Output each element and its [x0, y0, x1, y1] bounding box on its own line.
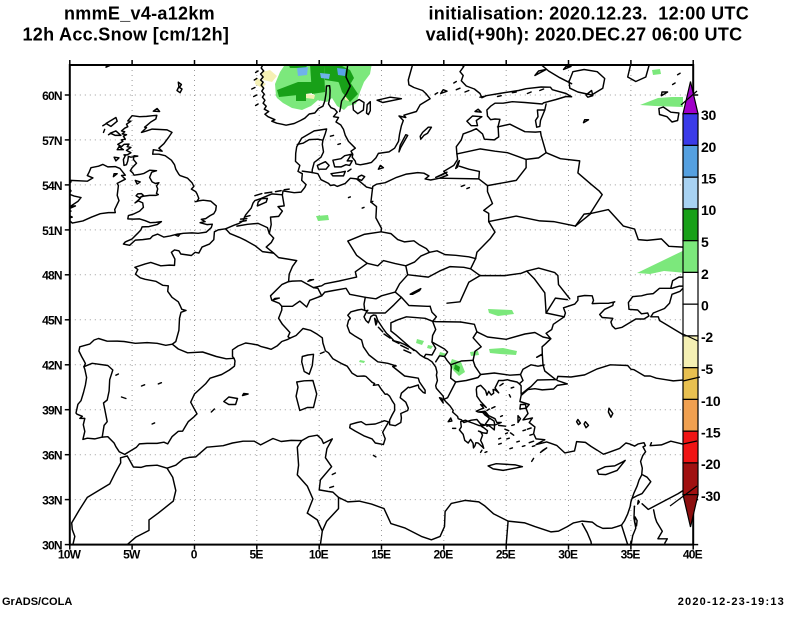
svg-text:36N: 36N: [42, 449, 62, 463]
svg-text:-20: -20: [701, 456, 721, 472]
svg-text:-30: -30: [701, 488, 721, 504]
svg-text:42N: 42N: [42, 359, 62, 373]
svg-text:2: 2: [701, 266, 709, 282]
svg-text:30E: 30E: [558, 547, 578, 561]
svg-text:48N: 48N: [42, 269, 62, 283]
svg-text:2020-12-23-19:13: 2020-12-23-19:13: [678, 596, 785, 608]
svg-text:60N: 60N: [42, 89, 62, 103]
svg-text:39N: 39N: [42, 404, 62, 418]
svg-text:GrADS/COLA: GrADS/COLA: [2, 596, 72, 608]
svg-text:45N: 45N: [42, 314, 62, 328]
svg-text:10E: 10E: [309, 547, 329, 561]
svg-text:30N: 30N: [42, 539, 62, 553]
svg-text:-10: -10: [701, 393, 721, 409]
svg-text:51N: 51N: [42, 224, 62, 238]
svg-text:20: 20: [701, 139, 716, 155]
svg-text:valid(+90h): 2020.DEC.27 06:00: valid(+90h): 2020.DEC.27 06:00 UTC: [426, 25, 743, 45]
svg-text:33N: 33N: [42, 494, 62, 508]
svg-text:15: 15: [701, 171, 716, 187]
svg-text:-5: -5: [701, 361, 713, 377]
svg-text:20E: 20E: [434, 547, 454, 561]
svg-text:10: 10: [701, 202, 716, 218]
svg-text:15E: 15E: [371, 547, 391, 561]
svg-text:35E: 35E: [621, 547, 641, 561]
svg-text:5W: 5W: [123, 547, 141, 561]
svg-text:0: 0: [701, 298, 709, 314]
svg-text:-15: -15: [701, 425, 721, 441]
svg-text:12h Acc.Snow [cm/12h]: 12h Acc.Snow [cm/12h]: [23, 25, 230, 45]
svg-text:54N: 54N: [42, 179, 62, 193]
svg-text:5E: 5E: [249, 547, 263, 561]
svg-text:5: 5: [701, 234, 709, 250]
svg-text:initialisation: 2020.12.23. 1: initialisation: 2020.12.23. 12:00 UTC: [429, 3, 750, 23]
svg-text:nmmE_v4-a12km: nmmE_v4-a12km: [64, 3, 215, 23]
svg-text:57N: 57N: [42, 134, 62, 148]
svg-text:30: 30: [701, 107, 716, 123]
svg-text:40E: 40E: [683, 547, 703, 561]
svg-text:-2: -2: [701, 329, 713, 345]
svg-text:25E: 25E: [496, 547, 516, 561]
svg-text:0: 0: [191, 547, 198, 561]
svg-text:10W: 10W: [58, 547, 82, 561]
